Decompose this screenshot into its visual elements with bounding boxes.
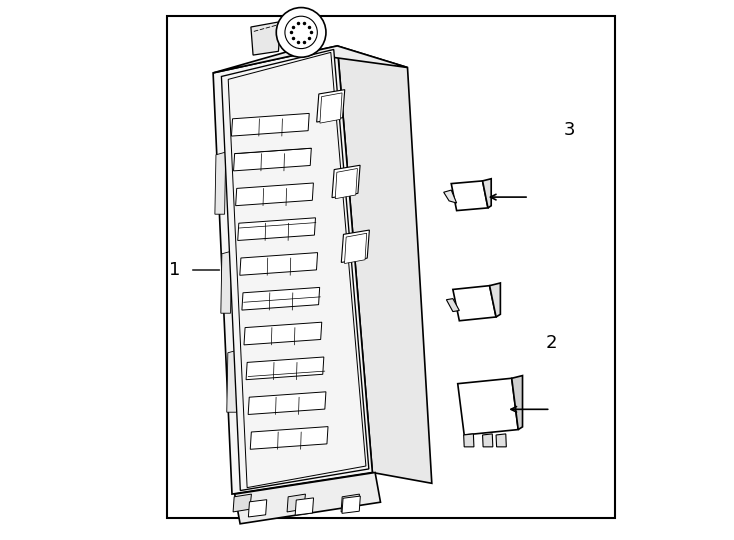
Polygon shape (341, 494, 360, 512)
Polygon shape (496, 434, 506, 447)
Text: 3: 3 (564, 120, 575, 139)
Polygon shape (222, 50, 369, 490)
Polygon shape (287, 494, 305, 512)
Polygon shape (512, 376, 523, 430)
Polygon shape (482, 434, 493, 447)
Polygon shape (341, 230, 369, 262)
Polygon shape (238, 218, 316, 240)
Polygon shape (248, 392, 326, 415)
Polygon shape (244, 322, 321, 345)
Polygon shape (482, 179, 491, 208)
Polygon shape (453, 286, 496, 321)
Polygon shape (240, 253, 318, 275)
Text: 2: 2 (545, 334, 556, 352)
Polygon shape (233, 148, 311, 171)
Polygon shape (250, 427, 328, 449)
Polygon shape (248, 500, 266, 517)
Text: 1: 1 (170, 261, 181, 279)
Polygon shape (246, 357, 324, 380)
Polygon shape (228, 52, 366, 488)
Polygon shape (344, 233, 367, 264)
Polygon shape (213, 46, 372, 494)
Polygon shape (213, 46, 407, 73)
Polygon shape (458, 378, 518, 435)
Polygon shape (335, 168, 357, 199)
Polygon shape (338, 46, 432, 483)
Polygon shape (316, 90, 345, 122)
Polygon shape (231, 113, 309, 136)
Polygon shape (236, 183, 313, 206)
Polygon shape (451, 181, 488, 211)
Polygon shape (446, 299, 459, 312)
Polygon shape (242, 287, 320, 310)
Polygon shape (233, 494, 252, 512)
Circle shape (276, 8, 326, 57)
Polygon shape (443, 190, 457, 203)
Bar (167, 16, 615, 518)
Polygon shape (342, 496, 360, 514)
Polygon shape (295, 498, 313, 515)
Polygon shape (221, 251, 232, 313)
Polygon shape (490, 283, 501, 317)
Polygon shape (320, 93, 342, 123)
Polygon shape (215, 152, 225, 214)
Polygon shape (227, 350, 238, 412)
Polygon shape (332, 165, 360, 198)
Polygon shape (464, 434, 474, 447)
Polygon shape (235, 472, 380, 524)
Polygon shape (251, 22, 280, 55)
